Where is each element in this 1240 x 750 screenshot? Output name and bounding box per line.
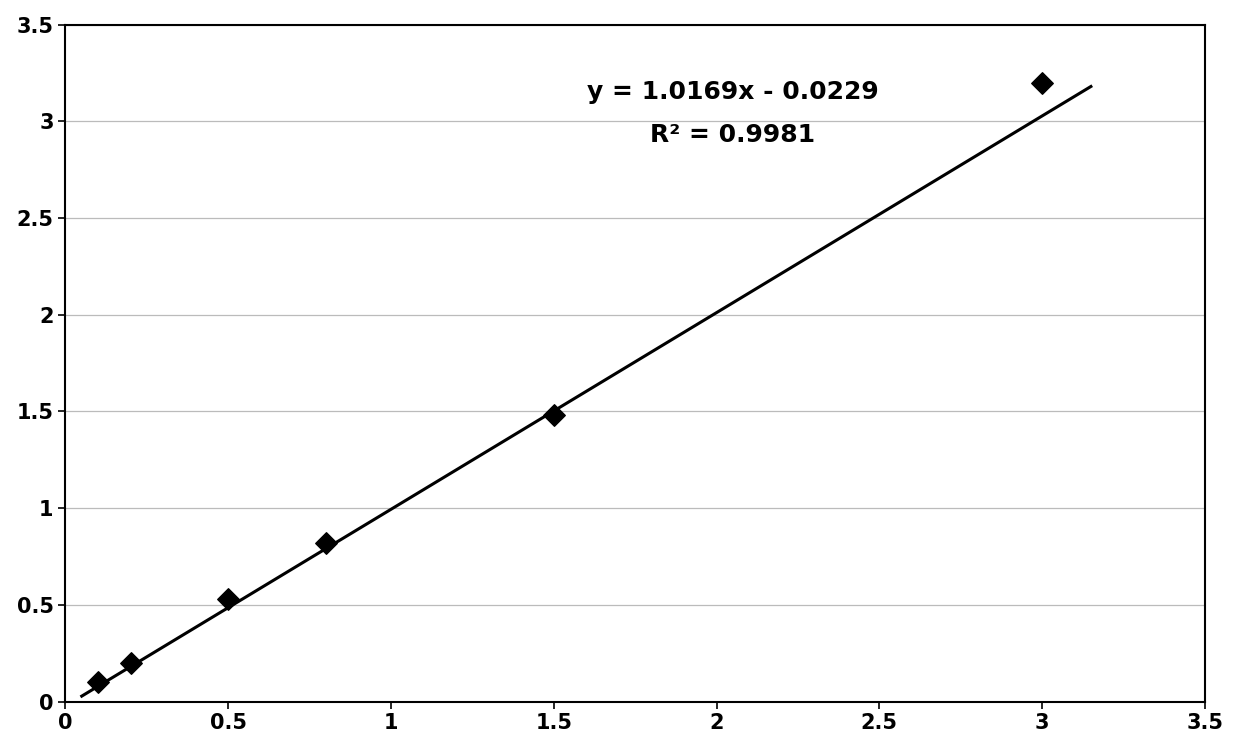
Point [1032,76,1052,88]
Text: y = 1.0169x - 0.0229: y = 1.0169x - 0.0229 [587,80,879,104]
Point [544,410,564,422]
Point [316,537,336,549]
Point [88,676,108,688]
Text: R² = 0.9981: R² = 0.9981 [650,123,816,147]
Point [120,657,140,669]
Point [218,593,238,605]
